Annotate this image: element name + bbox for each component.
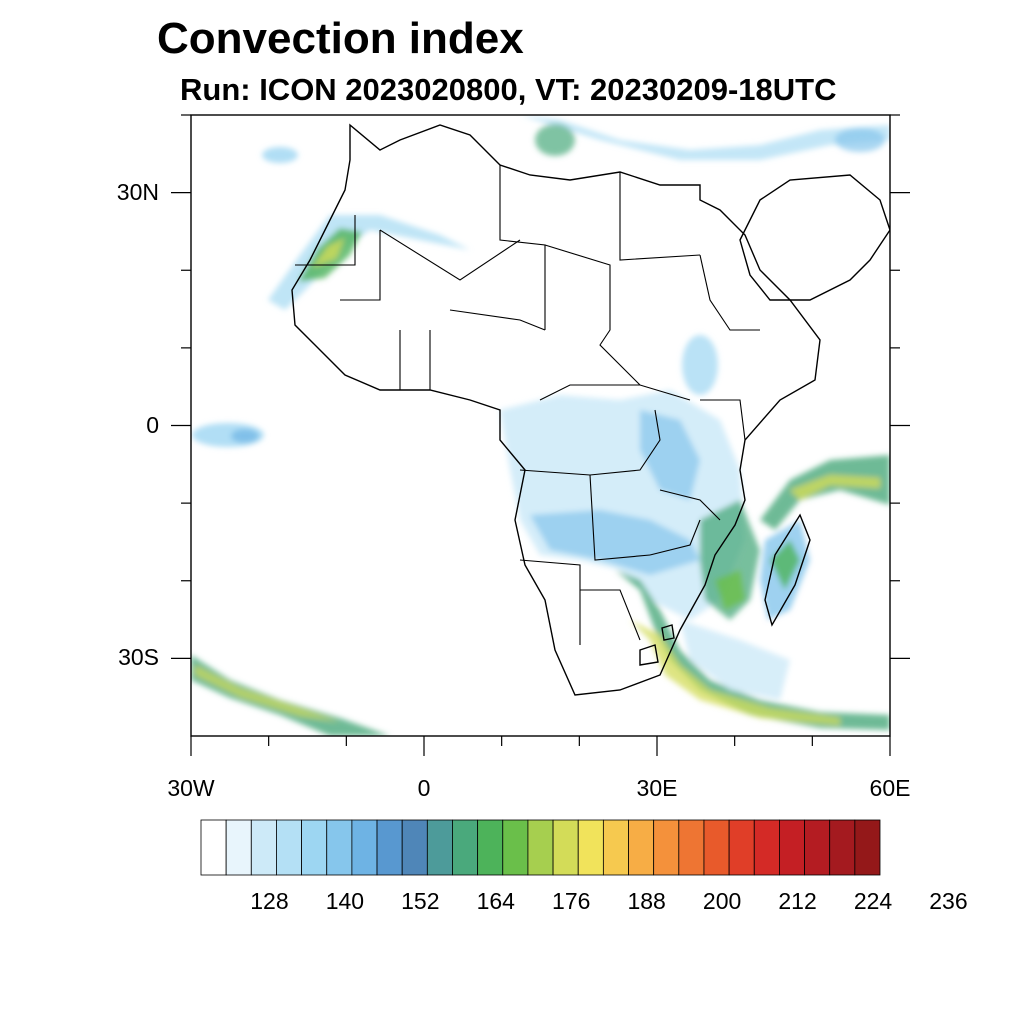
convection-field — [191, 115, 890, 736]
colorbar-swatch — [804, 819, 831, 876]
colorbar-swatch — [779, 819, 805, 876]
colorbar-swatch — [703, 819, 730, 876]
colorbar-swatch — [426, 819, 453, 876]
country-border — [295, 165, 760, 645]
colorbar-label: 176 — [552, 888, 591, 914]
colorbar-label: 164 — [476, 888, 515, 914]
colorbar-swatch — [401, 819, 428, 876]
colorbar-label: 128 — [250, 888, 289, 914]
colorbar-label: 200 — [702, 888, 742, 914]
colorbar-swatch — [552, 819, 579, 876]
lon-tick-label: 0 — [417, 775, 431, 801]
coastline — [291, 123, 890, 696]
colorbar-swatch — [678, 819, 705, 876]
colorbar-swatch — [829, 819, 856, 876]
colorbar-swatch — [628, 819, 655, 876]
colorbar-label: 140 — [325, 888, 365, 914]
colorbar-swatch — [225, 819, 252, 876]
map-subtitle: Run: ICON 2023020800, VT: 20230209-18UTC — [180, 72, 837, 107]
axis-ticks — [171, 114, 910, 756]
colorbar-swatch — [854, 819, 881, 876]
colorbar-swatch — [250, 819, 277, 876]
colorbar-label: 212 — [778, 888, 817, 914]
map-title: Convection index — [157, 14, 524, 63]
colorbar-swatch — [502, 819, 529, 876]
colorbar-swatch — [653, 819, 680, 876]
colorbar-label: 224 — [853, 888, 893, 914]
colorbar-label: 188 — [627, 888, 666, 914]
colorbar-swatch — [276, 819, 302, 876]
colorbar-swatch — [602, 819, 629, 876]
colorbar-swatch — [301, 819, 328, 876]
colorbar-swatch — [326, 819, 353, 876]
lon-tick-label: 30E — [636, 775, 678, 801]
colorbar-swatch — [577, 819, 604, 876]
colorbar-swatch — [452, 819, 479, 876]
lat-tick-label: 0 — [146, 411, 159, 438]
colorbar-label: 236 — [929, 888, 968, 914]
colorbar-swatch — [200, 819, 227, 876]
lon-tick-label: 60E — [869, 775, 911, 801]
lat-tick-label: 30N — [116, 178, 159, 205]
colorbar-swatch — [351, 819, 378, 876]
colorbar-swatch — [477, 819, 504, 876]
colorbar-swatch — [527, 819, 554, 876]
lat-tick-label: 30S — [118, 644, 159, 671]
colorbar-swatch — [753, 819, 780, 876]
colorbar-label: 152 — [401, 888, 440, 914]
colorbar-swatch — [376, 819, 403, 876]
lon-tick-label: 30W — [167, 775, 215, 801]
colorbar-swatch — [728, 819, 755, 876]
